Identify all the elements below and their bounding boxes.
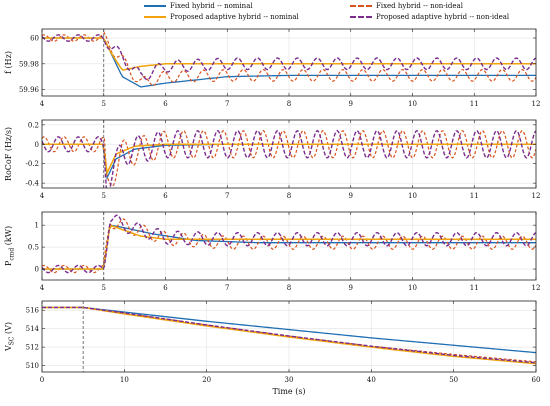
legend-item-adaptive-nonideal: Proposed adaptive hybrid -- non-ideal [350,13,509,21]
series-group [42,306,536,365]
y-tick-label: -0.2 [26,160,40,168]
x-tick-label: 10 [408,100,417,108]
x-tick-label: 10 [408,284,417,292]
chart-panel-1: 4 5 6 7 8 9 10 11 12 59.96 59.98 60 f (Hz) [4,28,541,108]
legend-label: Proposed adaptive hybrid -- non-ideal [376,13,510,21]
legend-label: Fixed hybrid -- non-ideal [376,2,463,10]
series-group [42,214,536,274]
series-line-4 [42,214,536,274]
series-group [42,129,536,188]
x-tick-label: 50 [449,376,458,384]
x-tick-label: 7 [225,100,229,108]
legend-item-adaptive-nominal: Proposed adaptive hybrid -- nominal [144,13,299,21]
series-line-3 [42,37,536,71]
y-tick-label: 0 [35,266,39,274]
x-tick-label: 6 [163,100,168,108]
x-tick-label: 6 [163,192,168,200]
x-tick-label: 11 [470,192,479,200]
y-tick-label: 59.96 [19,86,40,94]
legend-item-fixed-nominal: Fixed hybrid -- nominal [144,2,253,10]
series-line-4 [42,306,536,364]
y-tick-label: 60 [30,35,39,43]
y-axis-label: f (Hz) [4,51,13,74]
y-tick-label: 0 [35,141,39,149]
series-line-2 [42,31,536,87]
x-tick-label: 9 [349,284,353,292]
legend-swatch [144,5,166,7]
x-tick-label: 8 [287,192,291,200]
y-tick-label: 1 [35,222,39,230]
x-tick-label: 60 [532,376,541,384]
x-tick-label: 11 [470,100,479,108]
series-line-3 [42,224,536,270]
x-tick-label: 9 [349,192,353,200]
x-tick-label: 11 [470,284,479,292]
y-axis-label: RoCoF (Hz/s) [4,127,13,181]
x-tick-label: 6 [163,284,168,292]
x-tick-label: 8 [287,100,291,108]
legend-swatch [350,5,372,7]
x-tick-label: 5 [102,100,106,108]
x-tick-label: 10 [120,376,129,384]
chart-panel-2: 4 5 6 7 8 9 10 11 12 -0.4 -0.2 0 0.2 RoCoF (Hz/s) [4,119,541,200]
y-axis-label: VSC (V) [4,322,16,352]
chart-legend: Fixed hybrid -- nominal Fixed hybrid -- … [110,0,550,24]
x-tick-label: 5 [102,284,106,292]
x-tick-label: 4 [40,192,45,200]
x-tick-label: 30 [285,376,294,384]
y-tick-label: 516 [26,307,40,315]
legend-label: Proposed adaptive hybrid -- nominal [170,13,299,21]
x-tick-label: 5 [102,192,106,200]
series-line-3 [42,306,536,365]
y-axis-label: Pcmd (kW) [4,226,16,266]
x-tick-label: 10 [408,192,417,200]
legend-label: Fixed hybrid -- nominal [170,2,253,10]
x-tick-label: 9 [349,100,353,108]
y-tick-label: -0.4 [26,180,40,188]
series-group [42,31,536,88]
y-tick-label: 0.5 [28,244,39,252]
series-line-1 [42,306,536,354]
series-line-3 [42,143,536,176]
y-tick-label: 514 [26,325,40,333]
legend-swatch [144,16,166,18]
x-tick-label: 12 [532,284,541,292]
x-tick-label: 12 [532,192,541,200]
x-tick-label: 40 [367,376,376,384]
series-line-4 [42,34,536,81]
x-tick-label: 7 [225,192,229,200]
chart-panel-4: 0 10 20 30 40 50 60 510 512 514 516 VSC (V) Time (s) [4,300,541,396]
x-tick-label: 0 [40,376,44,384]
x-tick-label: 7 [225,284,229,292]
x-tick-label: 12 [532,100,541,108]
y-tick-label: 512 [26,344,39,352]
series-line-2 [42,306,536,363]
y-tick-label: 0.2 [28,121,39,129]
x-tick-label: 4 [40,100,45,108]
series-line-1 [42,37,536,88]
legend-swatch [350,16,372,18]
series-line-2 [42,129,536,187]
x-tick-label: 8 [287,284,291,292]
x-tick-label: 4 [40,284,45,292]
y-tick-label: 59.98 [19,60,39,68]
x-tick-label: 20 [202,376,211,384]
y-tick-label: 510 [26,362,39,370]
chart-panel-3: 4 5 6 7 8 9 10 11 12 0 0.5 1 Pcmd (kW) [4,211,541,292]
legend-item-fixed-nonideal: Fixed hybrid -- non-ideal [350,2,463,10]
x-axis-label: Time (s) [272,387,305,396]
series-line-4 [42,129,536,188]
